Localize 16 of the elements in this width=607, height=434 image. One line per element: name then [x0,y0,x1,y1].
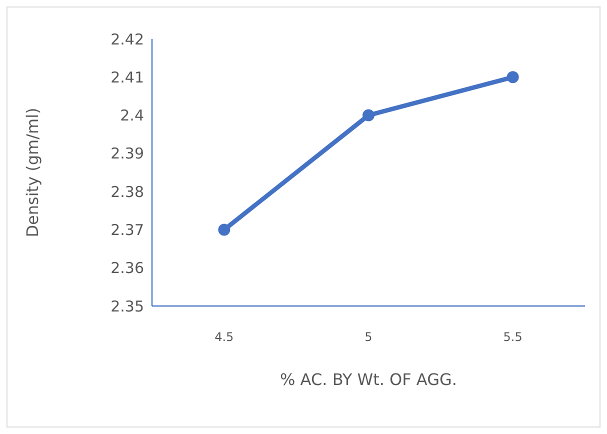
y-tick-label: 2.37 [110,220,144,239]
y-tick-label: 2.35 [110,297,144,316]
x-tick-label: 4.5 [214,330,234,344]
x-tick-label: 5.5 [503,330,522,344]
y-axis-title: Density (gm/ml) [23,108,42,238]
y-tick-label: 2.38 [110,182,144,201]
y-tick-label: 2.39 [110,144,144,163]
x-axis-title: % AC. BY Wt. OF AGG. [280,370,457,389]
x-tick-label: 5 [364,330,372,344]
y-tick-label: 2.36 [110,259,144,278]
point [218,224,230,236]
point [506,71,519,84]
point [362,109,374,122]
y-tick-label: 2.4 [120,106,144,125]
y-tick-label: 2.42 [110,30,144,48]
y-tick-label: 2.41 [110,68,144,86]
